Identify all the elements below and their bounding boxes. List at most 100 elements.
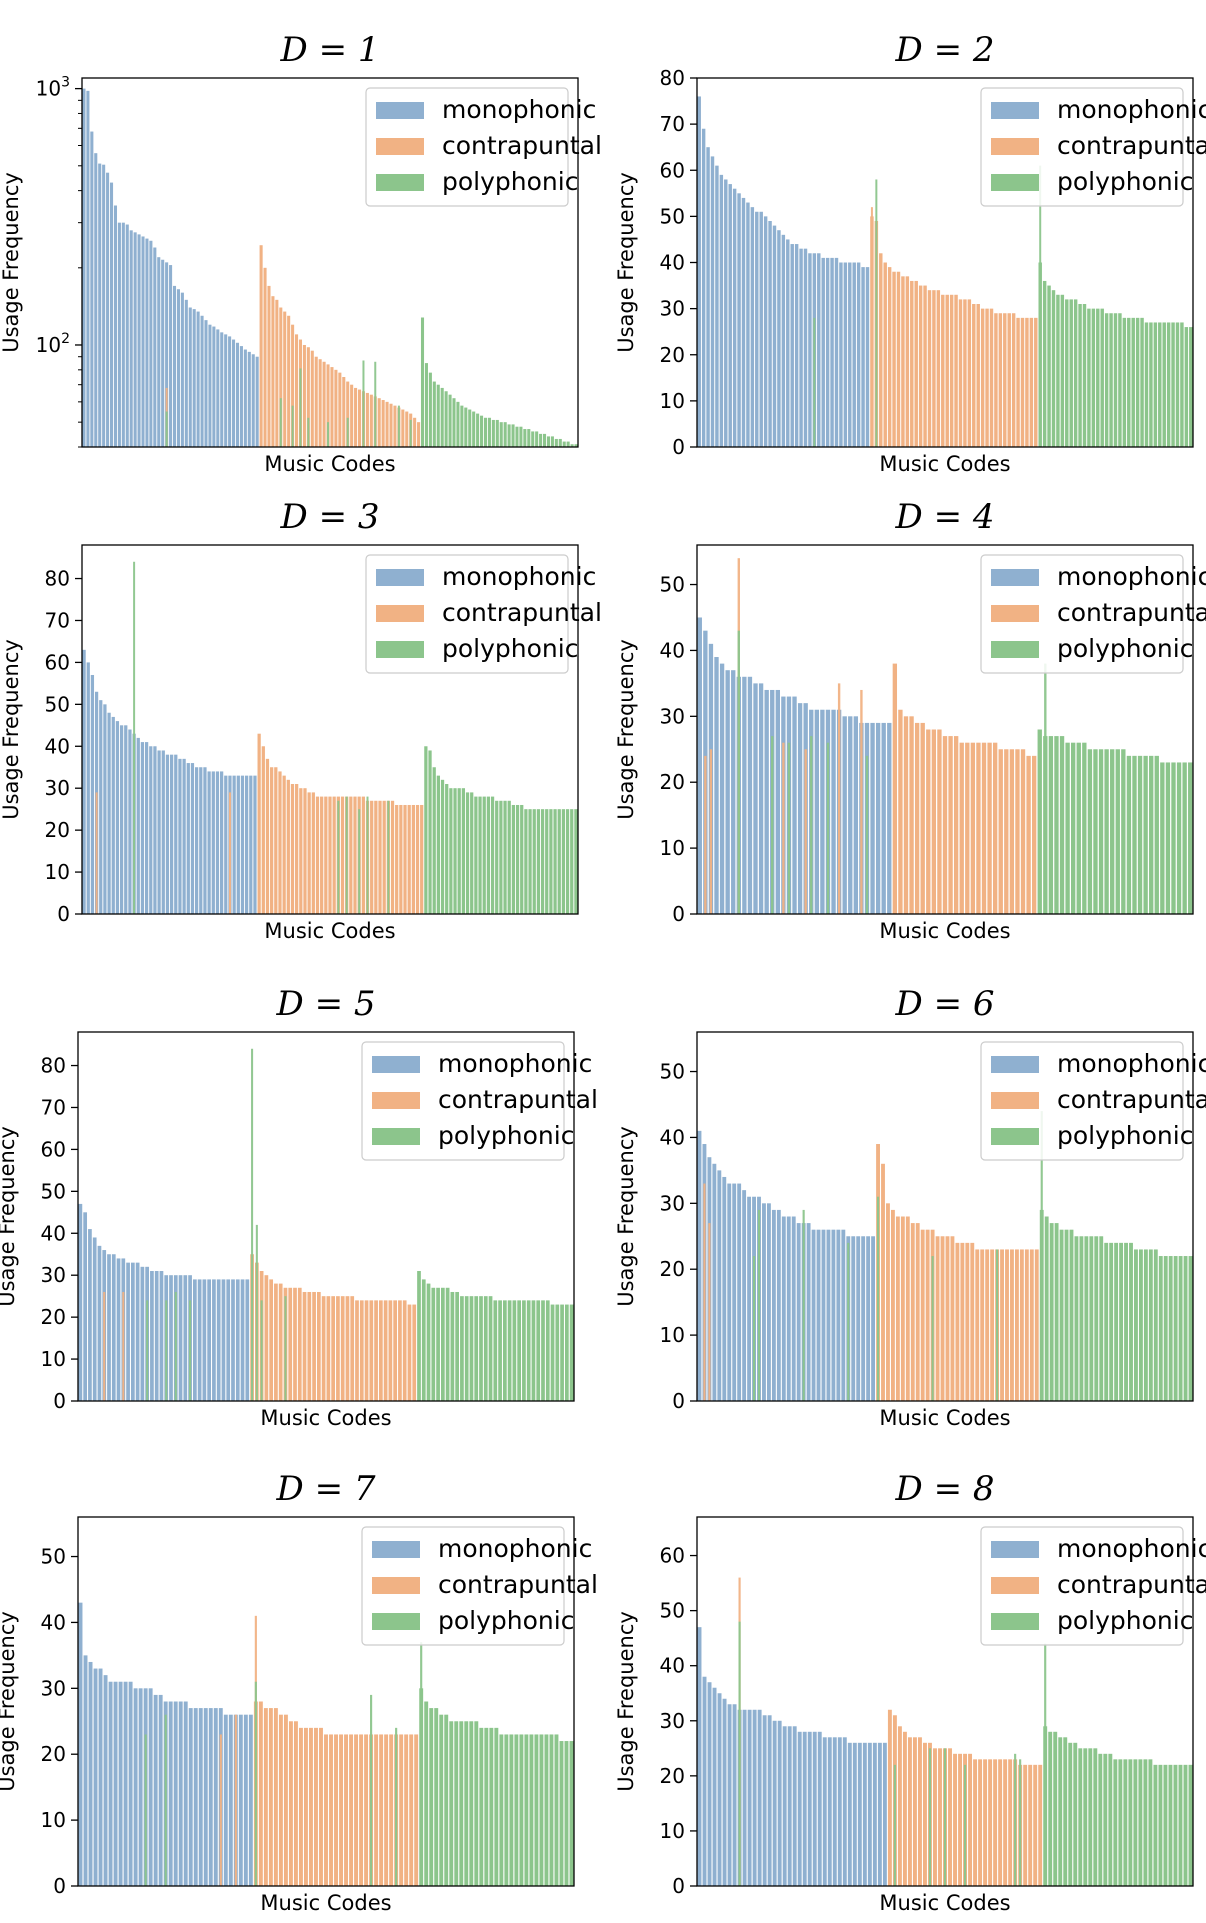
y-tick-label: 10 [660,836,685,860]
bar-contrapuntal [1029,317,1034,447]
bar-contrapuntal [970,742,976,914]
bar-polyphonic [559,1741,564,1886]
legend-label-polyphonic: polyphonic [438,1606,574,1635]
overlay-bar-polyphonic [260,1300,263,1401]
bar-monophonic [787,1726,792,1886]
y-tick-label: 20 [41,1305,66,1329]
bar-contrapuntal [342,377,346,447]
overlay-bar-polyphonic [255,1224,258,1401]
bar-polyphonic [519,426,523,447]
bar-polyphonic [457,788,461,914]
overlay-bar-contrapuntal [709,749,713,914]
bar-contrapuntal [263,267,267,447]
bar-contrapuntal [918,1737,922,1886]
bar-monophonic [149,746,153,914]
bar-contrapuntal [307,1291,312,1401]
bar-contrapuntal [896,271,901,447]
bar-polyphonic [444,391,448,447]
bar-polyphonic [515,426,519,447]
bar-monophonic [857,1742,862,1886]
bar-monophonic [856,262,861,447]
bar-monophonic [701,128,706,448]
bar-monophonic [771,1209,776,1401]
bar-contrapuntal [417,422,421,447]
y-tick-label: 50 [660,1599,685,1623]
bar-contrapuntal [1005,1249,1009,1401]
bar-monophonic [111,1254,116,1401]
bar-contrapuntal [994,313,998,447]
bar-polyphonic [507,1300,512,1401]
chart-title: D = 6 [895,984,995,1024]
bar-monophonic [196,311,200,447]
bar-monophonic [808,253,812,447]
overlay-bar-polyphonic [1039,165,1042,447]
bar-contrapuntal [304,1727,308,1886]
bar-polyphonic [1182,762,1187,914]
bar-contrapuntal [901,276,905,447]
bar-polyphonic [428,372,432,447]
bar-monophonic [786,239,790,447]
bar-contrapuntal [892,663,898,914]
bar-contrapuntal [258,1701,263,1886]
bar-monophonic [851,1236,856,1401]
bar-contrapuntal [907,1737,912,1886]
bar-contrapuntal [1009,749,1015,914]
bar-polyphonic [486,796,491,914]
bar-monophonic [232,339,236,447]
bar-polyphonic [554,1734,559,1886]
bar-polyphonic [534,1734,539,1886]
overlay-bar-polyphonic [366,796,369,914]
series-contrapuntal [876,1144,1039,1401]
bar-polyphonic [417,1271,421,1401]
bar-contrapuntal [985,1249,990,1401]
bar-contrapuntal [405,411,409,447]
bar-monophonic [797,703,803,914]
legend-swatch-polyphonic [372,1613,420,1630]
y-tick-label: 40 [41,1610,66,1634]
bar-monophonic [847,1742,852,1886]
y-tick-label: 0 [672,1389,685,1413]
bar-polyphonic [1121,749,1126,914]
bar-contrapuntal [286,779,290,914]
bar-polyphonic [549,1734,554,1886]
bar-monophonic [224,775,228,915]
bar-polyphonic [1173,1764,1178,1886]
bar-monophonic [251,354,255,447]
bar-monophonic [212,1279,216,1401]
bar-monophonic [882,1742,887,1886]
bar-polyphonic [1048,1731,1053,1886]
overlay-bar-contrapuntal [219,1734,222,1886]
bar-monophonic [128,1681,133,1886]
bar-polyphonic [1188,762,1193,914]
bar-monophonic [834,257,839,447]
bar-polyphonic [558,438,562,447]
bar-polyphonic [469,1721,474,1886]
bar-contrapuntal [925,1229,930,1401]
bar-polyphonic [514,1734,519,1886]
bar-monophonic [90,131,94,448]
bar-contrapuntal [306,347,310,447]
bar-polyphonic [1093,1748,1098,1886]
bar-contrapuntal [288,1721,293,1886]
bar-monophonic [198,1708,203,1886]
bar-contrapuntal [350,1296,355,1401]
bar-monophonic [766,1203,771,1401]
overlay-bar-polyphonic [1019,1759,1022,1886]
bar-polyphonic [479,1727,484,1886]
y-tick-label: 20 [45,818,70,842]
bar-monophonic [852,1742,857,1886]
bar-polyphonic [455,1291,460,1401]
bar-monophonic [107,712,111,914]
bar-polyphonic [1175,322,1180,447]
bar-monophonic [193,1708,198,1886]
overlay-bar-contrapuntal [228,792,231,914]
bar-contrapuntal [1008,1759,1013,1886]
bar-contrapuntal [1016,317,1020,447]
bar-monophonic [790,244,794,447]
bar-monophonic [212,326,216,447]
bar-monophonic [786,1216,791,1401]
bar-polyphonic [1069,1229,1074,1401]
bar-monophonic [714,657,719,914]
bar-polyphonic [444,1714,449,1886]
bar-monophonic [777,1720,782,1886]
